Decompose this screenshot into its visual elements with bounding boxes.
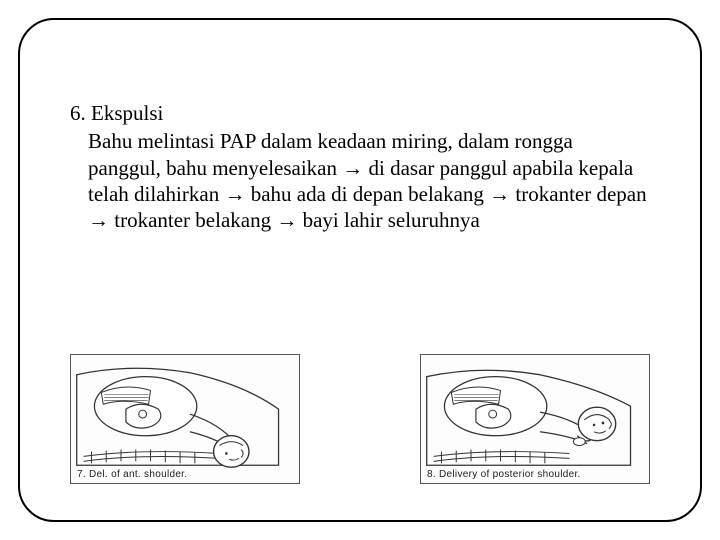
figure-anterior-shoulder: 7. Del. of ant. shoulder. [70,354,300,484]
figure-caption-left: 7. Del. of ant. shoulder. [77,469,187,480]
body-text: Bahu melintasi PAP dalam keadaan miring,… [70,128,650,233]
figure-posterior-shoulder: 8. Delivery of posterior shoulder. [420,354,650,484]
anterior-shoulder-illustration [71,355,299,483]
figure-caption-right: 8. Delivery of posterior shoulder. [427,469,581,480]
text-block: 6. Ekspulsi Bahu melintasi PAP dalam kea… [70,100,650,233]
posterior-shoulder-illustration [421,355,649,483]
heading: 6. Ekspulsi [70,100,650,126]
figures-row: 7. Del. of ant. shoulder. [70,354,650,484]
slide-frame: 6. Ekspulsi Bahu melintasi PAP dalam kea… [18,18,702,522]
